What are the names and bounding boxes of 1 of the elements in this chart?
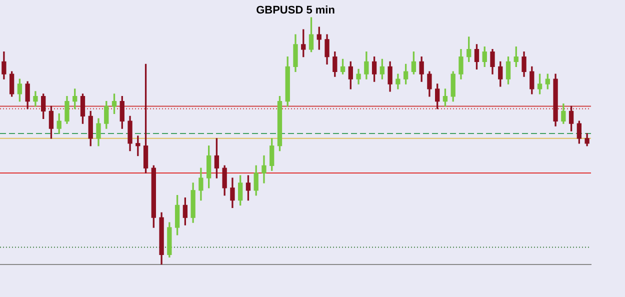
chart-title: GBPUSD 5 min — [256, 4, 336, 17]
